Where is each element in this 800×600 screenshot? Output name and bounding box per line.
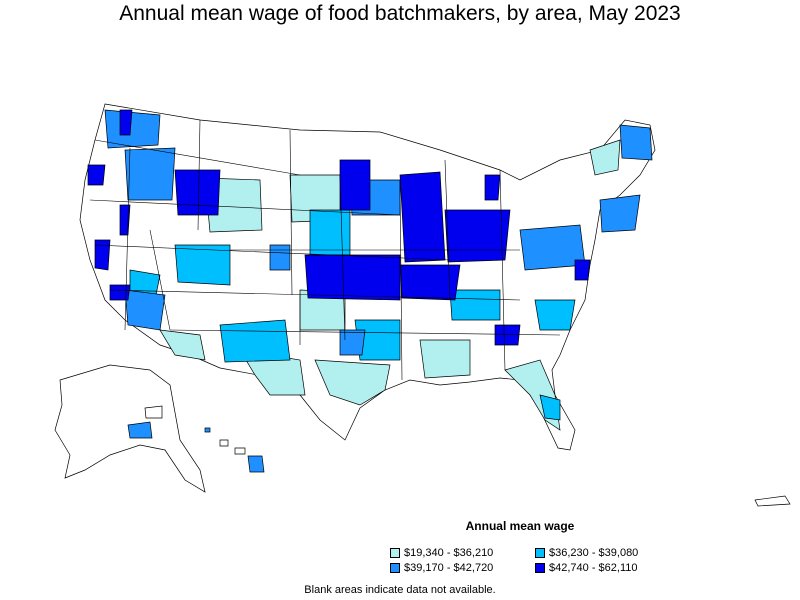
footnote: Blank areas indicate data not available. xyxy=(304,584,496,596)
contiguous-us xyxy=(79,103,656,451)
legend-title: Annual mean wage xyxy=(465,519,575,533)
legend-swatch-band-2 xyxy=(535,548,545,558)
legend-label-band-4: $42,740 - $62,110 xyxy=(549,562,638,574)
legend-swatch-band-3 xyxy=(390,563,400,573)
alaska xyxy=(54,364,206,493)
legend-label-band-2: $36,230 - $39,080 xyxy=(549,547,639,559)
legend-item-band-3: $39,170 - $42,720 xyxy=(390,561,493,575)
legend-swatch-band-1 xyxy=(390,548,400,558)
legend-item-band-4: $42,740 - $62,110 xyxy=(535,561,637,575)
legend-label-band-1: $19,340 - $36,210 xyxy=(404,547,494,559)
hawaii xyxy=(204,427,265,473)
map-title: Annual mean wage of food batchmakers, by… xyxy=(119,2,681,25)
legend-item-band-1: $19,340 - $36,210 xyxy=(390,546,493,560)
legend-swatch-band-4 xyxy=(535,563,545,573)
puerto-rico xyxy=(754,495,791,507)
legend-label-band-3: $39,170 - $42,720 xyxy=(404,562,494,574)
legend-item-band-2: $36,230 - $39,080 xyxy=(535,546,638,560)
